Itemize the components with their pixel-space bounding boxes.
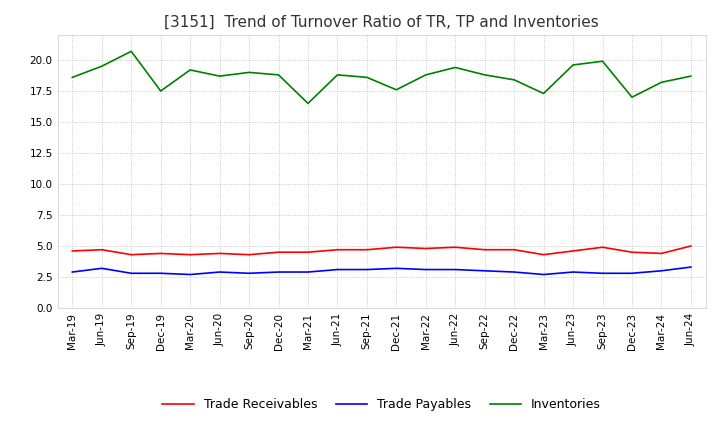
- Inventories: [480, 72, 489, 77]
- Trade Receivables: [628, 249, 636, 255]
- Trade Payables: [333, 267, 342, 272]
- Inventories: [569, 62, 577, 68]
- Trade Payables: [186, 272, 194, 277]
- Trade Payables: [127, 271, 135, 276]
- Trade Payables: [657, 268, 666, 273]
- Trade Receivables: [687, 243, 696, 249]
- Trade Payables: [451, 267, 459, 272]
- Trade Payables: [274, 269, 283, 275]
- Inventories: [97, 63, 106, 69]
- Inventories: [333, 72, 342, 77]
- Trade Receivables: [451, 245, 459, 250]
- Inventories: [687, 73, 696, 79]
- Trade Receivables: [68, 248, 76, 253]
- Inventories: [304, 101, 312, 106]
- Inventories: [657, 80, 666, 85]
- Trade Receivables: [421, 246, 430, 251]
- Trade Receivables: [598, 245, 607, 250]
- Trade Receivables: [392, 245, 400, 250]
- Title: [3151]  Trend of Turnover Ratio of TR, TP and Inventories: [3151] Trend of Turnover Ratio of TR, TP…: [164, 15, 599, 30]
- Trade Receivables: [127, 252, 135, 257]
- Line: Trade Payables: Trade Payables: [72, 267, 691, 275]
- Trade Receivables: [539, 252, 548, 257]
- Trade Payables: [392, 266, 400, 271]
- Trade Payables: [304, 269, 312, 275]
- Inventories: [421, 72, 430, 77]
- Line: Trade Receivables: Trade Receivables: [72, 246, 691, 255]
- Trade Receivables: [245, 252, 253, 257]
- Trade Receivables: [657, 251, 666, 256]
- Inventories: [392, 87, 400, 92]
- Trade Payables: [510, 269, 518, 275]
- Trade Receivables: [510, 247, 518, 253]
- Trade Payables: [539, 272, 548, 277]
- Trade Receivables: [363, 247, 372, 253]
- Trade Payables: [245, 271, 253, 276]
- Inventories: [451, 65, 459, 70]
- Inventories: [510, 77, 518, 82]
- Inventories: [539, 91, 548, 96]
- Trade Receivables: [333, 247, 342, 253]
- Inventories: [68, 75, 76, 80]
- Trade Receivables: [215, 251, 224, 256]
- Trade Payables: [598, 271, 607, 276]
- Inventories: [598, 59, 607, 64]
- Trade Payables: [68, 269, 76, 275]
- Inventories: [127, 49, 135, 54]
- Trade Payables: [569, 269, 577, 275]
- Inventories: [363, 75, 372, 80]
- Inventories: [245, 70, 253, 75]
- Inventories: [274, 72, 283, 77]
- Trade Receivables: [480, 247, 489, 253]
- Trade Payables: [421, 267, 430, 272]
- Trade Receivables: [156, 251, 165, 256]
- Trade Receivables: [186, 252, 194, 257]
- Trade Payables: [97, 266, 106, 271]
- Legend: Trade Receivables, Trade Payables, Inventories: Trade Receivables, Trade Payables, Inven…: [157, 393, 606, 416]
- Trade Receivables: [274, 249, 283, 255]
- Trade Payables: [363, 267, 372, 272]
- Trade Receivables: [569, 248, 577, 253]
- Trade Payables: [215, 269, 224, 275]
- Inventories: [628, 95, 636, 100]
- Trade Payables: [480, 268, 489, 273]
- Inventories: [186, 67, 194, 73]
- Line: Inventories: Inventories: [72, 51, 691, 103]
- Inventories: [156, 88, 165, 94]
- Trade Payables: [687, 264, 696, 270]
- Inventories: [215, 73, 224, 79]
- Trade Receivables: [304, 249, 312, 255]
- Trade Payables: [156, 271, 165, 276]
- Trade Payables: [628, 271, 636, 276]
- Trade Receivables: [97, 247, 106, 253]
